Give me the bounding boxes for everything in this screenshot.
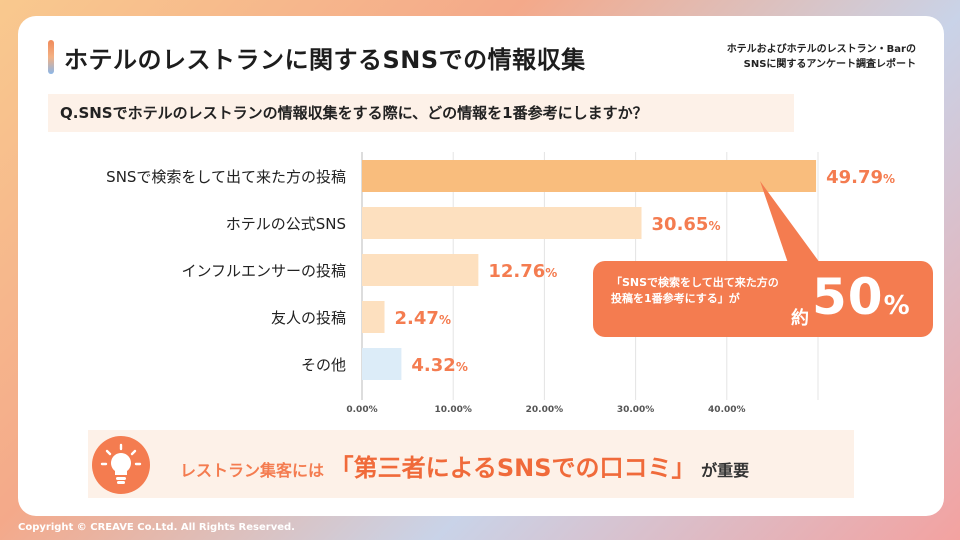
data-label-value: 2.47 — [395, 308, 439, 329]
bar — [362, 160, 817, 192]
data-label-value: 49.79 — [826, 167, 883, 188]
bar — [362, 348, 402, 380]
data-label-value: 12.76 — [488, 261, 545, 282]
data-label: 49.79% — [826, 167, 895, 188]
callout-shape — [593, 261, 933, 337]
bar — [362, 301, 385, 333]
copyright: Copyright © CREAVE Co.Ltd. All Rights Re… — [18, 522, 295, 533]
conclusion-banner — [88, 430, 854, 498]
page-title: ホテルのレストランに関するSNSでの情報収集 — [64, 46, 586, 74]
data-label: 30.65% — [652, 214, 721, 235]
bar — [362, 207, 642, 239]
data-label-unit: % — [545, 266, 557, 280]
callout-text: 「SNSで検索をして出て来た方の 投稿を1番参考にする」が — [611, 275, 779, 307]
title-accent-bar — [48, 40, 54, 74]
report-caption-line2: SNSに関するアンケート調査レポート — [743, 59, 916, 70]
x-tick-label: 0.00% — [346, 405, 377, 415]
callout-bubble — [593, 261, 933, 337]
category-label: SNSで検索をして出て来た方の投稿 — [106, 168, 346, 186]
conclusion-text: レストラン集客には 「第三者によるSNSでの口コミ」 が重要 — [180, 448, 749, 483]
category-label: その他 — [301, 356, 346, 374]
data-label-value: 30.65 — [652, 214, 709, 235]
survey-question: Q.SNSでホテルのレストランの情報収集をする際に、どの情報を1番参考にしますか… — [48, 94, 794, 132]
callout-percent: % — [883, 291, 911, 321]
report-caption-line1: ホテルおよびホテルのレストラン・Barの — [726, 44, 916, 55]
conclusion-lead: レストラン集客には — [180, 461, 325, 480]
bar — [362, 254, 479, 286]
data-label: 12.76% — [488, 261, 557, 282]
category-label: インフルエンサーの投稿 — [181, 262, 346, 280]
callout-big-number: 50% — [812, 268, 911, 326]
data-label: 2.47% — [395, 308, 451, 329]
conclusion-tail: が重要 — [701, 461, 750, 480]
data-label-unit: % — [439, 313, 451, 327]
category-label: ホテルの公式SNS — [226, 215, 346, 233]
conclusion-main: 「第三者によるSNSでの口コミ」 — [329, 454, 696, 482]
report-caption: ホテルおよびホテルのレストラン・Barの SNSに関するアンケート調査レポート — [727, 42, 916, 72]
x-tick-label: 30.00% — [617, 405, 655, 415]
callout-line2: 投稿を1番参考にする」が — [611, 292, 740, 305]
data-label-unit: % — [456, 360, 468, 374]
lightbulb-icon — [92, 436, 150, 494]
callout-pointer — [760, 181, 820, 263]
x-tick-label: 40.00% — [708, 405, 746, 415]
callout-number: 50 — [812, 268, 884, 326]
data-label-unit: % — [883, 172, 895, 186]
callout-approx: 約 — [791, 308, 809, 329]
data-label-unit: % — [708, 219, 720, 233]
callout-line1: 「SNSで検索をして出て来た方の — [611, 276, 779, 289]
x-tick-label: 20.00% — [526, 405, 564, 415]
slide-card: ホテルのレストランに関するSNSでの情報収集 ホテルおよびホテルのレストラン・B… — [18, 16, 944, 516]
bar-chart: 0.00% 10.00% 20.00% 30.00% 40.00% SNSで検索をして出て… — [106, 152, 895, 415]
category-label: 友人の投稿 — [271, 309, 346, 327]
data-label-value: 4.32 — [411, 355, 455, 376]
data-label: 4.32% — [411, 355, 467, 376]
x-tick-label: 10.00% — [434, 405, 472, 415]
